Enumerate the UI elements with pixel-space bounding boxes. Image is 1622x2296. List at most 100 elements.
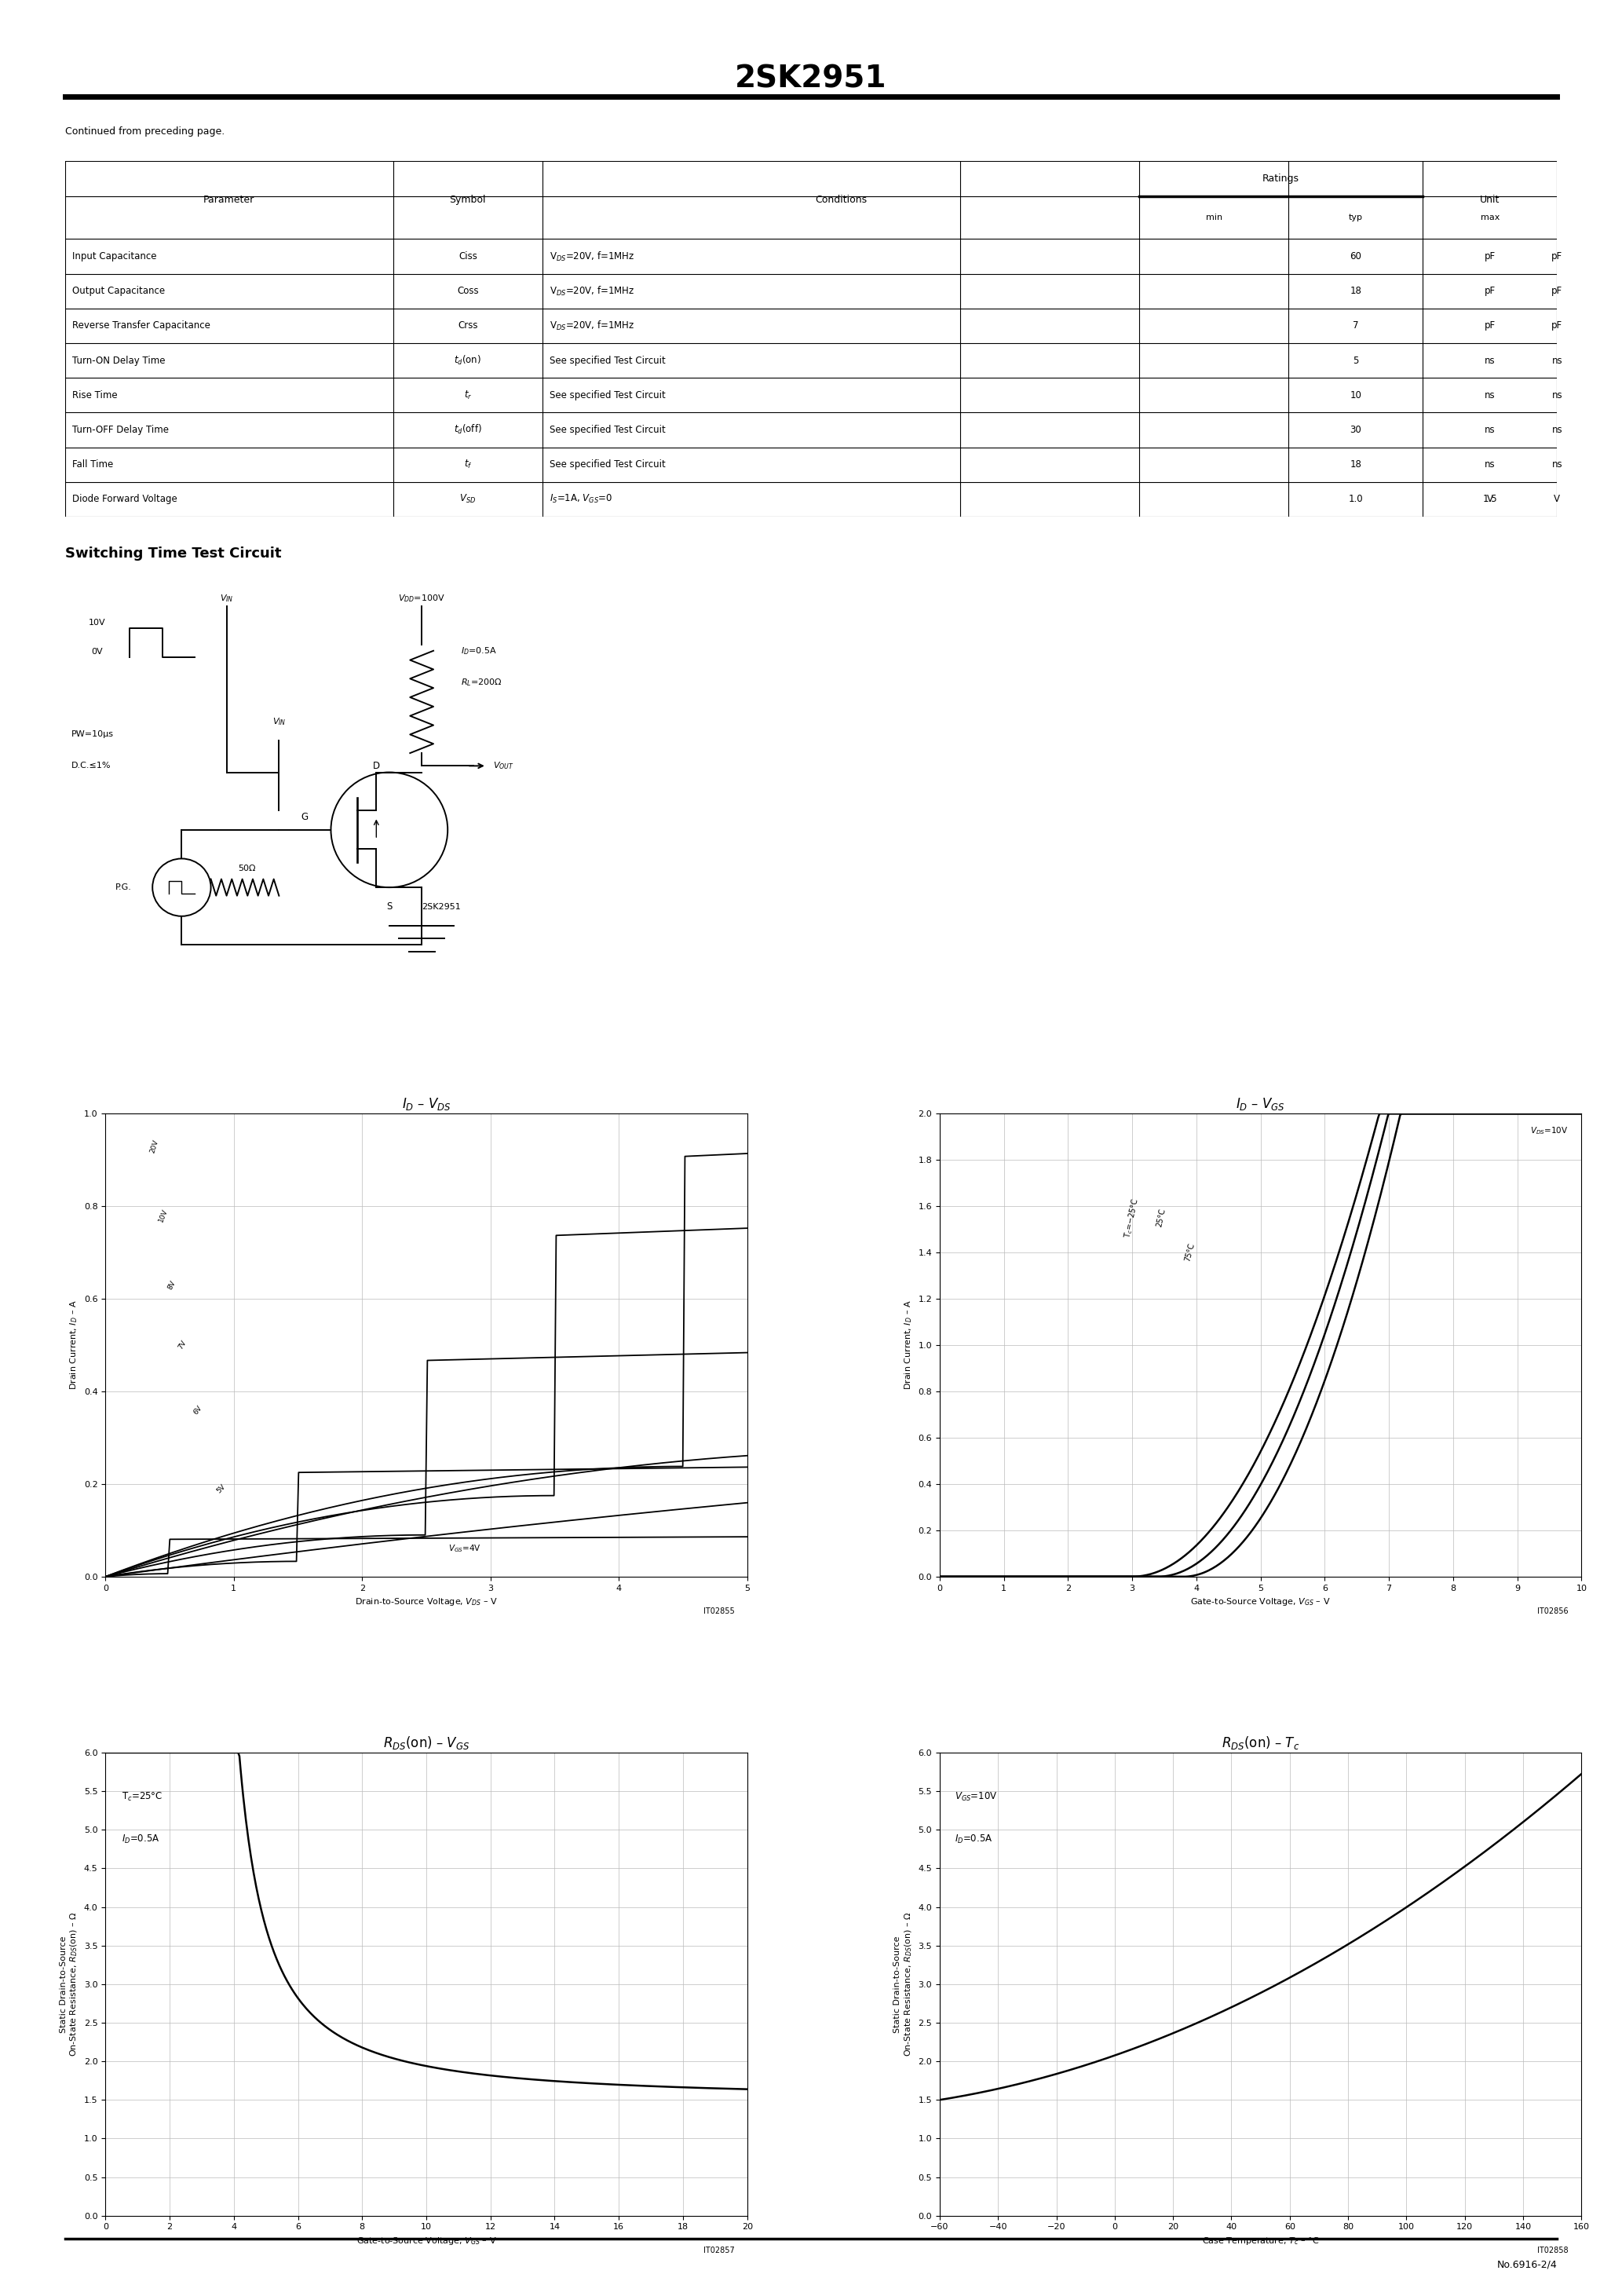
Text: Input Capacitance: Input Capacitance bbox=[73, 250, 157, 262]
Text: 18: 18 bbox=[1350, 287, 1361, 296]
Text: pF: pF bbox=[1484, 287, 1495, 296]
Text: Unit: Unit bbox=[1479, 195, 1500, 204]
Text: T$_c$=25°C: T$_c$=25°C bbox=[122, 1791, 162, 1802]
Text: 0V: 0V bbox=[91, 647, 104, 657]
Text: ns: ns bbox=[1484, 390, 1495, 400]
Text: 10V: 10V bbox=[89, 620, 105, 627]
Text: $t_d$(on): $t_d$(on) bbox=[454, 354, 482, 367]
Text: 2SK2951: 2SK2951 bbox=[422, 902, 461, 912]
Text: 10V: 10V bbox=[157, 1208, 169, 1224]
Text: D.C.≤1%: D.C.≤1% bbox=[71, 762, 110, 769]
Text: Switching Time Test Circuit: Switching Time Test Circuit bbox=[65, 546, 281, 560]
X-axis label: Gate-to-Source Voltage, $V_{GS}$ – V: Gate-to-Source Voltage, $V_{GS}$ – V bbox=[1191, 1596, 1330, 1607]
X-axis label: Gate-to-Source Voltage, $V_{GS}$ – V: Gate-to-Source Voltage, $V_{GS}$ – V bbox=[357, 2236, 496, 2245]
Y-axis label: Drain Current, $I_D$ – A: Drain Current, $I_D$ – A bbox=[68, 1300, 79, 1389]
Text: 5V: 5V bbox=[216, 1483, 227, 1495]
Text: $V_{OUT}$: $V_{OUT}$ bbox=[493, 760, 514, 771]
Text: Symbol: Symbol bbox=[449, 195, 487, 204]
Text: ns: ns bbox=[1484, 425, 1495, 434]
Text: typ: typ bbox=[1348, 214, 1362, 220]
Text: ns: ns bbox=[1484, 459, 1495, 471]
Text: 7: 7 bbox=[1353, 321, 1359, 331]
X-axis label: Case Temperature, $T_c$ – °C: Case Temperature, $T_c$ – °C bbox=[1202, 2236, 1319, 2245]
Text: 18: 18 bbox=[1350, 459, 1361, 471]
Text: pF: pF bbox=[1484, 287, 1495, 296]
Text: ns: ns bbox=[1552, 390, 1562, 400]
Text: See specified Test Circuit: See specified Test Circuit bbox=[550, 459, 667, 471]
Text: 30: 30 bbox=[1350, 425, 1361, 434]
Text: IT02857: IT02857 bbox=[702, 2245, 735, 2255]
Text: See specified Test Circuit: See specified Test Circuit bbox=[550, 356, 667, 365]
Text: $V_{SD}$: $V_{SD}$ bbox=[459, 494, 477, 505]
Text: 10: 10 bbox=[1350, 390, 1361, 400]
Text: max: max bbox=[1481, 214, 1499, 220]
Text: $V_{IN}$: $V_{IN}$ bbox=[221, 592, 234, 604]
Y-axis label: Drain Current, $I_D$ – A: Drain Current, $I_D$ – A bbox=[903, 1300, 913, 1389]
Text: $I_D$=0.5A: $I_D$=0.5A bbox=[461, 645, 496, 657]
Text: pF: pF bbox=[1484, 250, 1495, 262]
Text: Diode Forward Voltage: Diode Forward Voltage bbox=[73, 494, 177, 505]
Text: PW=10μs: PW=10μs bbox=[71, 730, 114, 737]
Text: No.6916-2/4: No.6916-2/4 bbox=[1497, 2259, 1557, 2268]
Text: Crss: Crss bbox=[457, 321, 478, 331]
Text: 2SK2951: 2SK2951 bbox=[735, 64, 887, 94]
Text: 7V: 7V bbox=[177, 1339, 188, 1350]
Text: ns: ns bbox=[1552, 459, 1562, 471]
Title: $R_{DS}$(on) – $V_{GS}$: $R_{DS}$(on) – $V_{GS}$ bbox=[383, 1733, 470, 1752]
Text: $V_{GS}$=10V: $V_{GS}$=10V bbox=[954, 1791, 998, 1802]
Text: V$_{DS}$=20V, f=1MHz: V$_{DS}$=20V, f=1MHz bbox=[550, 285, 636, 298]
Text: Continued from preceding page.: Continued from preceding page. bbox=[65, 126, 224, 135]
Text: $t_r$: $t_r$ bbox=[464, 390, 472, 402]
Title: $I_D$ – $V_{GS}$: $I_D$ – $V_{GS}$ bbox=[1236, 1095, 1285, 1111]
Text: $V_{DD}$=100V: $V_{DD}$=100V bbox=[397, 592, 446, 604]
Text: 1.5: 1.5 bbox=[1483, 494, 1497, 505]
Text: 6V: 6V bbox=[191, 1405, 203, 1417]
Text: Ciss: Ciss bbox=[459, 250, 477, 262]
Text: $I_D$=0.5A: $I_D$=0.5A bbox=[954, 1835, 993, 1846]
Text: Turn-OFF Delay Time: Turn-OFF Delay Time bbox=[73, 425, 169, 434]
Text: Rise Time: Rise Time bbox=[73, 390, 117, 400]
Text: P.G.: P.G. bbox=[115, 884, 131, 891]
Text: $t_f$: $t_f$ bbox=[464, 459, 472, 471]
Text: IT02858: IT02858 bbox=[1538, 2245, 1568, 2255]
Text: S: S bbox=[386, 902, 393, 912]
Text: $V_{DS}$=10V: $V_{DS}$=10V bbox=[1531, 1125, 1568, 1137]
Text: V: V bbox=[1487, 494, 1494, 505]
Text: 8V: 8V bbox=[167, 1279, 177, 1290]
Title: $I_D$ – $V_{DS}$: $I_D$ – $V_{DS}$ bbox=[402, 1095, 451, 1111]
Text: 60: 60 bbox=[1350, 250, 1361, 262]
Text: D: D bbox=[373, 760, 380, 771]
Text: pF: pF bbox=[1484, 250, 1495, 262]
Text: Reverse Transfer Capacitance: Reverse Transfer Capacitance bbox=[73, 321, 211, 331]
Text: ns: ns bbox=[1484, 425, 1495, 434]
Text: Parameter: Parameter bbox=[203, 195, 255, 204]
Text: ns: ns bbox=[1484, 390, 1495, 400]
Text: pF: pF bbox=[1484, 321, 1495, 331]
Text: V: V bbox=[1487, 494, 1494, 505]
Text: pF: pF bbox=[1552, 250, 1562, 262]
Text: Ratings: Ratings bbox=[1262, 172, 1299, 184]
Title: $R_{DS}$(on) – $T_c$: $R_{DS}$(on) – $T_c$ bbox=[1221, 1733, 1299, 1752]
Text: $I_D$=0.5A: $I_D$=0.5A bbox=[122, 1835, 159, 1846]
Text: V$_{DS}$=20V, f=1MHz: V$_{DS}$=20V, f=1MHz bbox=[550, 319, 636, 333]
Text: 50Ω: 50Ω bbox=[238, 863, 255, 872]
Text: $t_d$(off): $t_d$(off) bbox=[454, 422, 482, 436]
Text: pF: pF bbox=[1552, 287, 1562, 296]
Text: $I_S$=1A, $V_{GS}$=0: $I_S$=1A, $V_{GS}$=0 bbox=[550, 494, 613, 505]
Text: See specified Test Circuit: See specified Test Circuit bbox=[550, 425, 667, 434]
Text: 75°C: 75°C bbox=[1184, 1242, 1195, 1263]
Text: min: min bbox=[1205, 214, 1223, 220]
Text: ns: ns bbox=[1484, 356, 1495, 365]
Text: V$_{DS}$=20V, f=1MHz: V$_{DS}$=20V, f=1MHz bbox=[550, 250, 636, 262]
Text: ns: ns bbox=[1484, 459, 1495, 471]
Text: ns: ns bbox=[1552, 425, 1562, 434]
Y-axis label: Static Drain-to-Source
On-State Resistance, $R_{DS}$(on) – Ω: Static Drain-to-Source On-State Resistan… bbox=[894, 1913, 913, 2057]
Text: Coss: Coss bbox=[457, 287, 478, 296]
Text: See specified Test Circuit: See specified Test Circuit bbox=[550, 390, 667, 400]
Text: pF: pF bbox=[1552, 321, 1562, 331]
Text: $R_L$=200Ω: $R_L$=200Ω bbox=[461, 677, 503, 689]
Text: IT02855: IT02855 bbox=[702, 1607, 735, 1614]
Text: 20V: 20V bbox=[149, 1139, 159, 1153]
Text: ns: ns bbox=[1552, 356, 1562, 365]
Text: G: G bbox=[302, 813, 308, 822]
